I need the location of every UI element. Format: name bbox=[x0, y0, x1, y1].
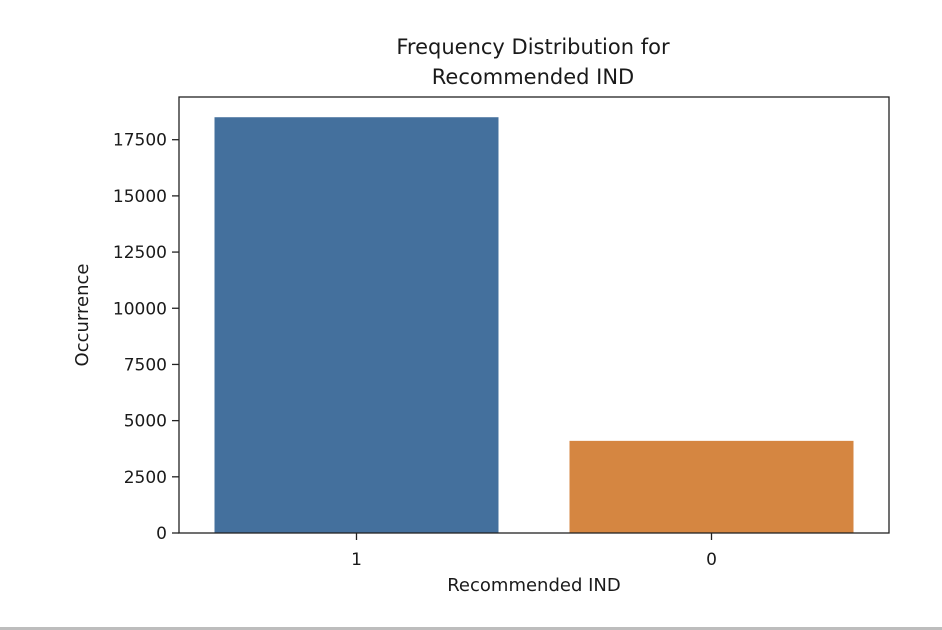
x-tick-label-0: 0 bbox=[706, 550, 717, 570]
chart-title-line-1: Frequency Distribution for bbox=[396, 35, 670, 59]
y-tick-label-7500: 7500 bbox=[124, 355, 167, 375]
y-tick-label-10000: 10000 bbox=[113, 299, 167, 319]
y-tick-label-0: 0 bbox=[156, 524, 167, 544]
y-tick-label-15000: 15000 bbox=[113, 187, 167, 207]
y-axis-label: Occurrence bbox=[72, 264, 93, 367]
chart-title-line-2: Recommended IND bbox=[432, 65, 634, 89]
y-tick-label-5000: 5000 bbox=[124, 412, 167, 432]
x-axis-label: Recommended IND bbox=[447, 575, 621, 596]
x-tick-label-1: 1 bbox=[351, 550, 362, 570]
bar-1 bbox=[214, 117, 499, 533]
plot-frame bbox=[178, 96, 890, 534]
bars-group bbox=[214, 117, 854, 533]
window-bottom-border bbox=[0, 627, 942, 630]
y-axis: 0 2500 5000 7500 10000 12500 15000 17500 bbox=[113, 131, 179, 544]
y-tick-label-12500: 12500 bbox=[113, 243, 167, 263]
y-tick-label-2500: 2500 bbox=[124, 468, 167, 488]
bar-0 bbox=[569, 440, 854, 533]
y-tick-label-17500: 17500 bbox=[113, 131, 167, 151]
chart-title: Frequency Distribution for Recommended I… bbox=[396, 35, 670, 89]
